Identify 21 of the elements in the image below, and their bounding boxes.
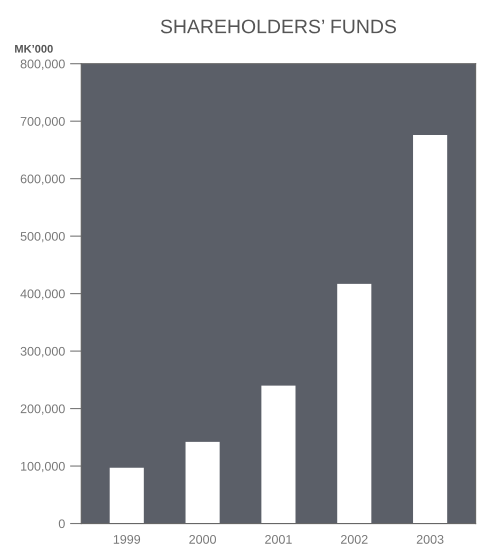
bar (110, 468, 144, 524)
bar (413, 134, 448, 524)
y-tick-label: 300,000 (20, 346, 65, 358)
chart-title: SHAREHOLDERS’ FUNDS (160, 20, 396, 34)
y-tick-label: 800,000 (20, 60, 65, 70)
y-tick-label: 200,000 (20, 404, 65, 415)
bar (186, 442, 220, 524)
x-tick-label: 1999 (114, 534, 140, 544)
x-tick-label: 2001 (265, 534, 292, 544)
x-tick-label: 2000 (189, 534, 216, 544)
y-tick-label: 0 (58, 519, 65, 528)
y-axis-title: MK’000 (15, 44, 53, 53)
y-tick-label: 600,000 (20, 174, 65, 185)
x-tick-label: 2002 (341, 534, 368, 544)
bar (261, 386, 296, 524)
x-tick-label: 2003 (416, 534, 444, 544)
y-tick-label: 100,000 (21, 462, 65, 472)
y-tick-label: 500,000 (20, 232, 65, 242)
y-tick-label: 400,000 (20, 289, 65, 300)
bar (337, 284, 372, 524)
y-tick-label: 700,000 (20, 116, 65, 128)
